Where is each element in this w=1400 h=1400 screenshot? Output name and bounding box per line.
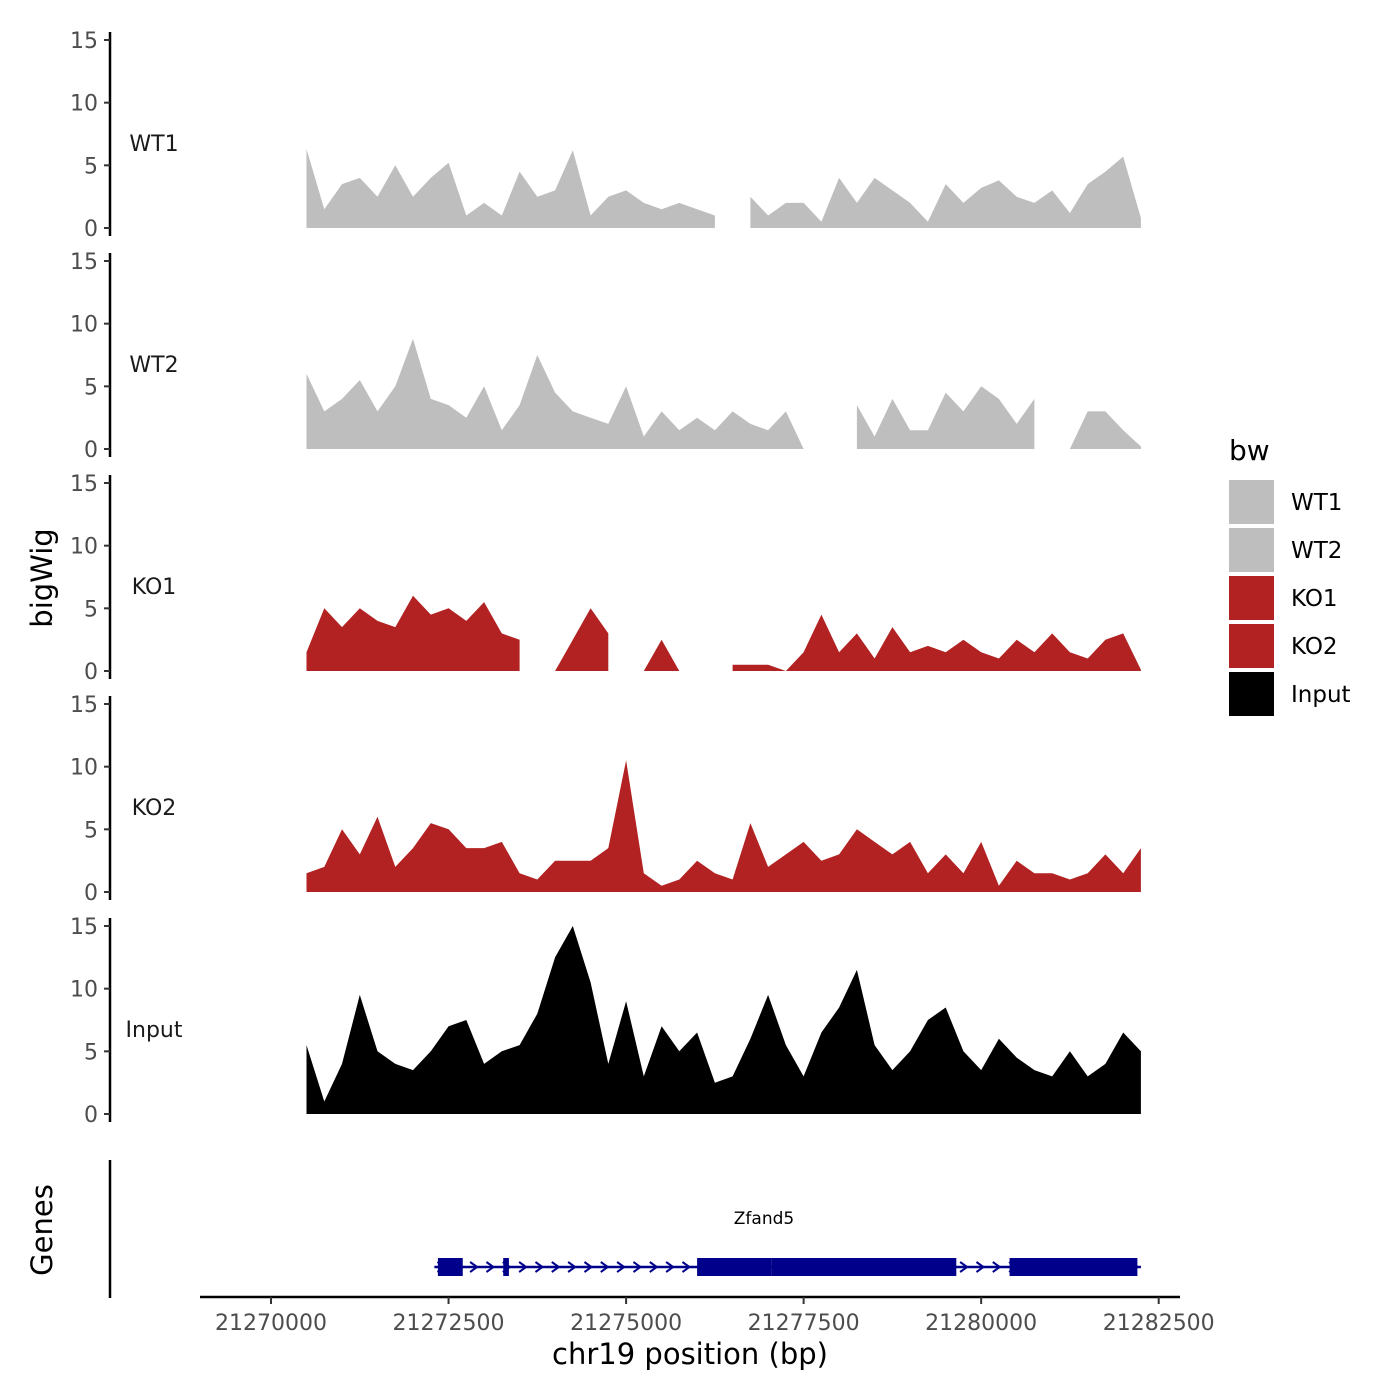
- strand-arrow-icon: [518, 1261, 528, 1273]
- area-ko1-segment-2: [555, 608, 609, 671]
- strand-arrow-icon: [485, 1261, 496, 1273]
- y-tick-label: 10: [70, 313, 98, 338]
- area-ko1-segment-3: [643, 639, 680, 671]
- strand-arrow-icon: [551, 1261, 561, 1273]
- strand-arrow-icon: [632, 1261, 643, 1273]
- legend-label-input: Input: [1291, 682, 1351, 708]
- gene-exon-1: [437, 1258, 463, 1276]
- strand-arrow-icon: [992, 1261, 1002, 1273]
- y-tick-label: 0: [84, 217, 98, 242]
- area-wt1-segment-1: [306, 149, 715, 228]
- track-ko1: 0 5 10 15 KO1: [70, 472, 1141, 685]
- gene-name-label: Zfand5: [734, 1209, 794, 1229]
- area-wt2-segment-3: [1069, 411, 1141, 449]
- y-tick-label: 5: [84, 375, 98, 400]
- strand-arrow-icon: [616, 1261, 626, 1273]
- y-tick-label: 10: [70, 535, 98, 560]
- track-label-wt1: WT1: [129, 132, 178, 157]
- y-tick-label: 0: [84, 660, 98, 685]
- track-wt2: 0 5 10 15 WT2: [70, 250, 1141, 463]
- area-ko1-segment-1: [306, 595, 520, 671]
- y-tick-label: 10: [70, 756, 98, 781]
- y-tick-label: 15: [70, 472, 98, 497]
- x-tick-label: 21275000: [570, 1311, 682, 1336]
- strand-arrow-icon: [600, 1261, 610, 1273]
- gene-exon-5: [1009, 1258, 1138, 1276]
- gene-track: Zfand5: [108, 1160, 1141, 1298]
- track-wt1: 0 5 10 15 WT1: [70, 29, 1141, 242]
- y-tick-label: 5: [84, 154, 98, 179]
- legend-label-ko1: KO1: [1291, 586, 1338, 612]
- legend: bw WT1 WT2 KO1 KO2 Input: [1229, 434, 1351, 716]
- x-tick-label: 21270000: [215, 1311, 327, 1336]
- y-tick-label: 0: [84, 1103, 98, 1128]
- y-tick-label: 15: [70, 915, 98, 940]
- legend-label-ko2: KO2: [1291, 634, 1338, 660]
- y-tick-label: 15: [70, 250, 98, 275]
- area-wt1-segment-2: [750, 156, 1141, 228]
- track-label-ko2: KO2: [132, 796, 177, 821]
- x-tick-label: 21282500: [1103, 1311, 1215, 1336]
- track-label-wt2: WT2: [129, 353, 178, 378]
- x-axis: 21270000 21272500 21275000 21277500 21280000…: [200, 1295, 1215, 1336]
- strand-arrow-icon: [959, 1261, 969, 1273]
- x-tick-label: 21280000: [925, 1311, 1037, 1336]
- x-tick-label: 21272500: [393, 1311, 505, 1336]
- strand-arrow-icon: [681, 1261, 692, 1273]
- strand-arrow-icon: [534, 1261, 545, 1273]
- track-label-ko1: KO1: [132, 575, 177, 600]
- strand-arrow-icon: [469, 1261, 479, 1273]
- strand-arrow-icon: [665, 1261, 675, 1273]
- y-tick-label: 5: [84, 597, 98, 622]
- gene-exon-4: [771, 1258, 957, 1276]
- legend-label-wt2: WT2: [1291, 538, 1342, 564]
- legend-swatch-input: [1229, 672, 1274, 716]
- x-tick-label: 21277500: [748, 1311, 860, 1336]
- strand-arrow-icon: [649, 1261, 659, 1273]
- legend-swatch-ko1: [1229, 576, 1274, 620]
- legend-swatch-wt2: [1229, 528, 1274, 572]
- y-tick-label: 15: [70, 693, 98, 718]
- y-tick-label: 0: [84, 438, 98, 463]
- y-tick-label: 0: [84, 881, 98, 906]
- area-input-segment-1: [306, 926, 1141, 1114]
- y-tick-label: 5: [84, 1040, 98, 1065]
- track-label-input: Input: [126, 1018, 183, 1043]
- y-tick-label: 15: [70, 29, 98, 54]
- x-axis-title: chr19 position (bp): [552, 1337, 828, 1371]
- genes-axis-title: Genes: [25, 1184, 59, 1276]
- area-ko1-segment-4: [732, 614, 1141, 671]
- legend-title: bw: [1229, 434, 1270, 467]
- track-input: 0 5 10 15 Input: [70, 915, 1141, 1128]
- track-ko2: 0 5 10 15 KO2: [70, 693, 1141, 906]
- gene-exon-3: [697, 1258, 772, 1276]
- y-tick-label: 5: [84, 818, 98, 843]
- strand-arrow-icon: [975, 1261, 986, 1273]
- legend-swatch-wt1: [1229, 480, 1274, 524]
- y-axis-title: bigWig: [25, 528, 59, 627]
- y-tick-label: 10: [70, 92, 98, 117]
- area-wt2-segment-2: [856, 386, 1035, 449]
- area-wt2-segment-1: [306, 338, 804, 449]
- legend-label-wt1: WT1: [1291, 490, 1342, 516]
- strand-arrow-icon: [583, 1261, 594, 1273]
- area-ko2-segment-1: [306, 760, 1141, 892]
- tracks-layer: 0 5 10 15 WT1 0 5 10 15 WT2 0 5 10 15 KO1 0 5 10 15 KO2 0 5 10…: [70, 29, 1141, 1128]
- gene-exon-2: [503, 1258, 509, 1276]
- legend-swatch-ko2: [1229, 624, 1274, 668]
- y-tick-label: 10: [70, 978, 98, 1003]
- strand-arrow-icon: [567, 1261, 577, 1273]
